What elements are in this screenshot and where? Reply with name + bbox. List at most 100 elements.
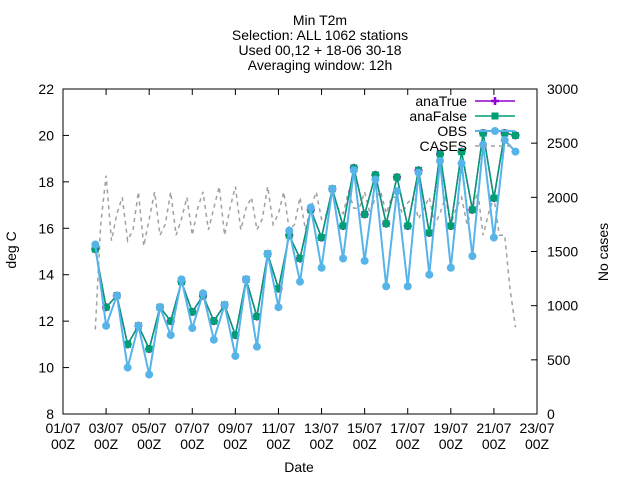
data-point-OBS: [166, 331, 175, 340]
x-tick-label-hour: 00Z: [396, 436, 421, 452]
data-point-OBS: [112, 291, 121, 300]
x-tick-label-hour: 00Z: [223, 436, 248, 452]
x-tick-label-date: 19/07: [433, 420, 468, 436]
y2-tick-label: 1500: [547, 244, 578, 260]
y2-tick-label: 1000: [547, 298, 578, 314]
legend-marker-OBS: [491, 127, 499, 135]
data-point-OBS: [274, 303, 283, 312]
data-point-anaFalse: [145, 345, 153, 353]
data-point-anaFalse: [511, 131, 519, 139]
data-point-anaFalse: [490, 194, 498, 202]
data-point-anaFalse: [210, 317, 218, 325]
y-tick-label: 10: [38, 360, 54, 376]
chart-title-line-3: Used 00,12 + 18-06 30-18: [238, 42, 402, 58]
y2-tick-label: 0: [547, 406, 555, 422]
data-point-OBS: [252, 342, 261, 351]
data-point-anaFalse: [318, 234, 326, 242]
data-point-OBS: [349, 166, 358, 175]
data-point-OBS: [500, 136, 509, 145]
x-tick-label-date: 15/07: [347, 420, 382, 436]
data-point-OBS: [91, 240, 100, 249]
data-point-anaFalse: [404, 222, 412, 230]
legend-marker-anaTrue: [491, 97, 499, 105]
legend-marker-anaFalse: [491, 112, 499, 120]
data-point-OBS: [199, 289, 208, 298]
data-point-anaFalse: [188, 308, 196, 316]
x-tick-label-date: 07/07: [175, 420, 210, 436]
data-point-OBS: [511, 147, 520, 156]
x-tick-label-hour: 00Z: [137, 436, 162, 452]
y-tick-label: 8: [46, 406, 54, 422]
data-point-anaFalse: [296, 254, 304, 262]
data-point-anaFalse: [479, 129, 487, 137]
data-point-anaFalse: [468, 206, 476, 214]
data-point-OBS: [382, 282, 391, 291]
y2-tick-label: 2000: [547, 189, 578, 205]
data-point-OBS: [123, 363, 132, 372]
data-point-OBS: [446, 263, 455, 272]
data-point-OBS: [285, 226, 294, 235]
data-point-OBS: [479, 140, 488, 149]
data-point-anaFalse: [231, 331, 239, 339]
x-tick-label-hour: 00Z: [309, 436, 334, 452]
legend-label-OBS: OBS: [437, 123, 467, 139]
x-tick-label-hour: 00Z: [94, 436, 119, 452]
data-point-OBS: [296, 277, 304, 286]
data-point-anaFalse: [274, 285, 282, 293]
data-point-OBS: [306, 203, 315, 212]
x-tick-label-hour: 00Z: [482, 436, 507, 452]
chart-title-line-4: Averaging window: 12h: [247, 57, 393, 73]
y-tick-label: 20: [38, 127, 54, 143]
data-point-OBS: [392, 187, 401, 196]
data-point-OBS: [468, 252, 477, 261]
x-tick-label-date: 05/07: [132, 420, 167, 436]
data-point-OBS: [242, 275, 251, 284]
series-line-CASES: [94, 175, 517, 330]
x-tick-label-date: 11/07: [261, 420, 295, 436]
y2-tick-label: 3000: [547, 81, 578, 97]
data-point-anaFalse: [425, 229, 433, 237]
x-tick-label-date: 23/07: [519, 420, 554, 436]
data-point-anaFalse: [339, 222, 347, 230]
data-point-OBS: [145, 370, 154, 379]
data-point-anaFalse: [501, 129, 509, 137]
data-point-OBS: [457, 159, 466, 168]
x-tick-label-date: 17/07: [390, 420, 425, 436]
legend-label-anaTrue: anaTrue: [415, 93, 467, 109]
data-point-anaFalse: [253, 313, 261, 320]
data-point-OBS: [220, 300, 229, 309]
x-tick-label-hour: 00Z: [353, 436, 378, 452]
y2-axis-label: No cases: [595, 223, 611, 281]
y-tick-label: 22: [38, 81, 54, 97]
data-point-OBS: [489, 233, 498, 242]
data-point-OBS: [102, 321, 111, 330]
data-point-anaFalse: [447, 222, 455, 230]
y-tick-label: 12: [38, 313, 54, 329]
data-point-OBS: [371, 175, 380, 184]
data-point-OBS: [414, 168, 423, 177]
x-tick-label-hour: 00Z: [439, 436, 464, 452]
series-line-anaFalse: [94, 132, 516, 352]
x-tick-label-hour: 00Z: [266, 436, 291, 452]
chart-title-line-1: Min T2m: [292, 12, 348, 28]
data-point-anaFalse: [458, 148, 466, 156]
y-tick-label: 14: [38, 267, 54, 283]
data-point-anaFalse: [102, 303, 110, 311]
y-axis-label: deg C: [3, 231, 19, 268]
x-tick-label-hour: 00Z: [51, 436, 76, 452]
y-tick-label: 18: [38, 174, 54, 190]
x-tick-label-hour: 00Z: [180, 436, 205, 452]
data-point-OBS: [403, 282, 412, 291]
data-point-OBS: [177, 275, 186, 284]
data-point-OBS: [231, 351, 240, 360]
data-point-OBS: [425, 270, 434, 279]
series-line-OBS: [94, 137, 517, 375]
data-point-OBS: [263, 249, 272, 258]
data-point-OBS: [188, 324, 197, 333]
x-axis-label: Date: [284, 459, 314, 475]
y2-tick-label: 2500: [547, 135, 578, 151]
data-point-OBS: [360, 256, 369, 265]
data-point-anaFalse: [371, 171, 379, 179]
legend-label-anaFalse: anaFalse: [409, 108, 467, 124]
x-tick-label-date: 21/07: [476, 420, 511, 436]
